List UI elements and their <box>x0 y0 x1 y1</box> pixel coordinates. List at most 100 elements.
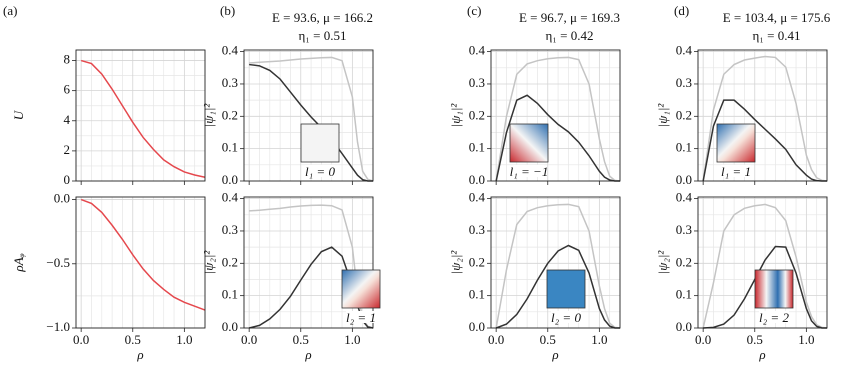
inset-label: l₁ = −1 <box>510 164 549 179</box>
y-tick-label: 0.1 <box>222 287 238 302</box>
y-tick-label: 0.3 <box>469 75 485 90</box>
y-axis-label: |ψ₁|² <box>655 103 670 128</box>
inset-label: l₁ = 1 <box>721 164 751 179</box>
x-axis-label: ρ <box>551 347 558 362</box>
y-tick-label: 0.0 <box>676 172 692 187</box>
inset-image <box>716 123 756 163</box>
y-tick-label: 0.3 <box>676 75 692 90</box>
panel-label: (a) <box>3 3 17 18</box>
plot-frame <box>243 49 374 182</box>
y-tick-label: 0.4 <box>469 43 486 58</box>
y-tick-label: 0.4 <box>676 43 693 58</box>
inset-image <box>300 123 340 163</box>
y-tick-label: 0.2 <box>676 254 692 269</box>
y-tick-label: 0.3 <box>222 222 238 237</box>
subplot-title: E = 96.7, μ = 169.3 <box>519 10 620 25</box>
y-tick-label: 0.1 <box>469 140 485 155</box>
plot-frame <box>697 196 828 329</box>
inset-label: l₂ = 1 <box>346 310 376 325</box>
subplot-subtitle: η₁ = 0.42 <box>546 28 594 43</box>
y-axis-label: |ψ₂|² <box>448 250 463 275</box>
y-tick-label: 4 <box>64 112 71 127</box>
inset-label-bg <box>305 165 335 177</box>
series-line <box>495 94 620 182</box>
series-line <box>80 198 206 311</box>
x-tick-label: 0.0 <box>241 332 257 347</box>
plot-frame <box>75 49 206 182</box>
y-axis-label: |ψ₁|² <box>201 103 216 128</box>
y-axis-label: ρAᵩ <box>11 253 26 272</box>
y-tick-label: 0.0 <box>222 319 238 334</box>
x-tick-label: 1.0 <box>176 332 192 347</box>
x-tick-label: 0.0 <box>488 332 504 347</box>
plot-frame <box>243 196 374 329</box>
x-tick-label: 0.0 <box>695 332 711 347</box>
series-line <box>703 245 827 329</box>
y-tick-label: 2 <box>64 142 71 157</box>
y-tick-label: −0.5 <box>46 255 70 270</box>
inset-image <box>509 123 549 163</box>
x-tick-label: 0.5 <box>540 332 556 347</box>
y-tick-label: 0.0 <box>54 191 70 206</box>
series-line <box>702 55 828 182</box>
series-line <box>495 203 621 329</box>
series-line <box>249 204 374 329</box>
x-tick-label: 1.0 <box>591 332 607 347</box>
y-tick-label: 0.4 <box>222 43 239 58</box>
inset-label-bg <box>551 311 581 323</box>
x-axis-label: ρ <box>136 347 143 362</box>
y-tick-label: 6 <box>64 82 71 97</box>
x-tick-label: 1.0 <box>798 332 814 347</box>
y-tick-label: 0.4 <box>222 190 239 205</box>
inset-label-bg <box>721 165 751 177</box>
inset-label-bg <box>514 165 544 177</box>
inset-label: l₁ = 0 <box>305 164 335 179</box>
x-axis-label: ρ <box>758 347 765 362</box>
y-tick-label: 0.3 <box>469 222 485 237</box>
inset-image <box>341 269 381 309</box>
y-tick-label: 0.2 <box>469 254 485 269</box>
y-tick-label: 0.2 <box>222 254 238 269</box>
plot-frame <box>490 49 621 182</box>
subplot-subtitle: η₁ = 0.41 <box>753 28 801 43</box>
y-axis-label: |ψ₂|² <box>201 250 216 275</box>
y-axis-label: |ψ₂|² <box>655 250 670 275</box>
y-axis-label: |ψ₁|² <box>448 103 463 128</box>
panel-label: (d) <box>674 3 689 18</box>
panel-label: (b) <box>220 3 235 18</box>
y-tick-label: 0.4 <box>676 190 693 205</box>
y-tick-label: 0.0 <box>676 319 692 334</box>
series-line <box>495 244 620 329</box>
x-axis-label: ρ <box>304 347 311 362</box>
y-tick-label: 0.0 <box>469 172 485 187</box>
x-tick-label: 0.5 <box>125 332 141 347</box>
plot-frame <box>490 196 621 329</box>
inset-label-bg <box>759 311 789 323</box>
inset-label: l₂ = 0 <box>551 310 581 325</box>
x-tick-label: 0.5 <box>747 332 763 347</box>
y-tick-label: 0.0 <box>222 172 238 187</box>
inset-label: l₂ = 2 <box>759 310 789 325</box>
y-tick-label: 0.1 <box>222 140 238 155</box>
y-tick-label: 0.3 <box>222 75 238 90</box>
y-tick-label: −1.0 <box>46 319 70 334</box>
panel-label: (c) <box>467 3 481 18</box>
series-line <box>702 99 827 182</box>
y-tick-label: 0.4 <box>469 190 486 205</box>
subplot-subtitle: η₁ = 0.51 <box>299 28 347 43</box>
plot-frame <box>697 49 828 182</box>
subplot-title: E = 93.6, μ = 166.2 <box>272 10 373 25</box>
y-tick-label: 8 <box>64 52 71 67</box>
inset-image <box>546 269 586 309</box>
x-tick-label: 0.5 <box>293 332 309 347</box>
inset-image <box>754 269 794 309</box>
y-tick-label: 0.1 <box>469 287 485 302</box>
subplot-title: E = 103.4, μ = 175.6 <box>723 10 831 25</box>
y-tick-label: 0.2 <box>676 107 692 122</box>
y-tick-label: 0.1 <box>676 287 692 302</box>
y-tick-label: 0 <box>64 172 71 187</box>
y-tick-label: 0.0 <box>469 319 485 334</box>
y-tick-label: 0.2 <box>222 107 238 122</box>
series-line <box>702 203 828 329</box>
y-tick-label: 0.2 <box>469 107 485 122</box>
